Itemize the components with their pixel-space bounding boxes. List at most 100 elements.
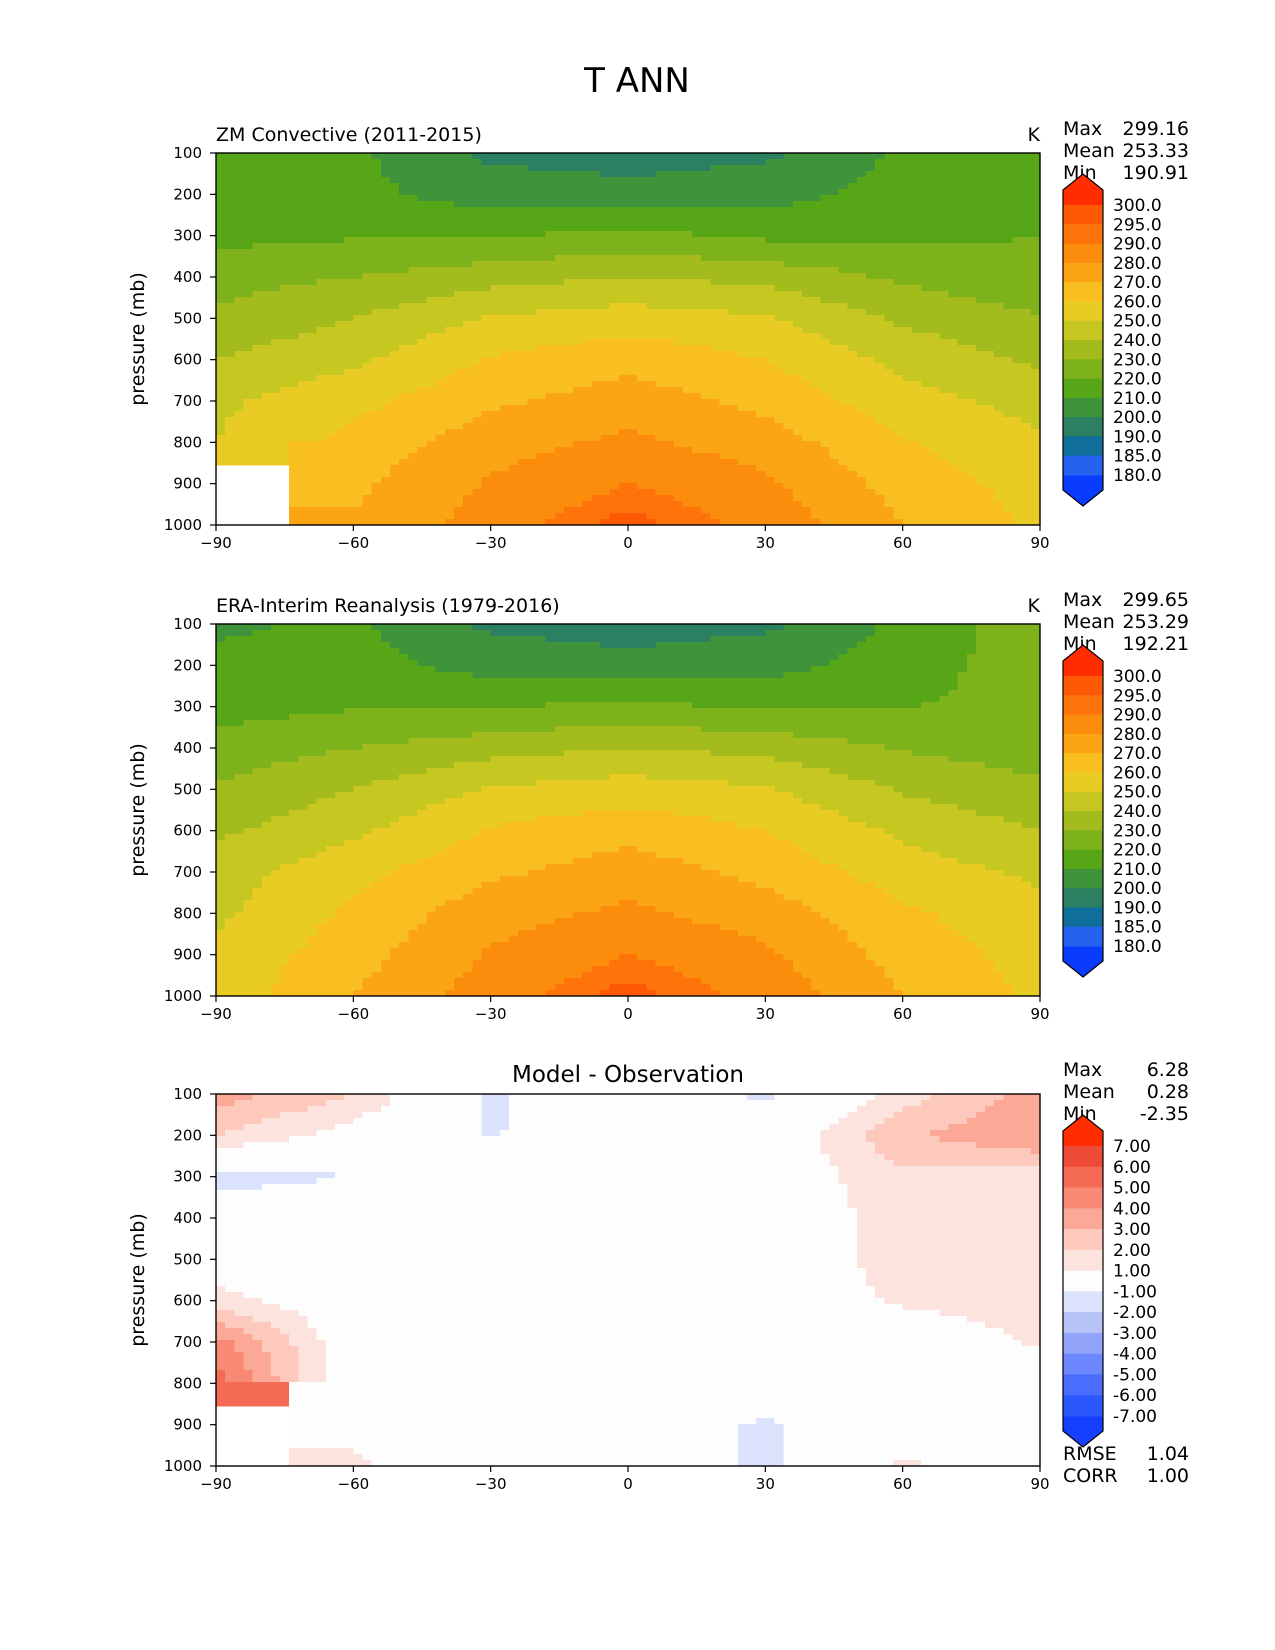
field-cell	[710, 201, 721, 208]
field-cell	[756, 309, 766, 316]
field-cell	[783, 273, 794, 280]
field-cell	[692, 441, 702, 448]
field-cell	[243, 435, 254, 442]
field-cell	[875, 237, 885, 244]
field-cell	[444, 309, 455, 316]
field-cell	[628, 339, 638, 346]
field-cell	[563, 375, 574, 382]
field-cell	[216, 315, 226, 322]
field-cell	[307, 153, 318, 160]
field-cell	[435, 309, 446, 316]
field-cell	[399, 213, 409, 220]
field-cell	[307, 387, 318, 394]
field-cell	[234, 339, 245, 346]
field-cell	[655, 417, 666, 424]
field-cell	[756, 153, 766, 160]
field-cell	[463, 411, 473, 418]
field-cell	[335, 345, 345, 352]
field-cell	[408, 231, 419, 238]
field-cell	[435, 369, 446, 376]
field-cell	[335, 351, 345, 358]
field-cell	[307, 201, 318, 208]
field-cell	[472, 363, 483, 370]
field-cell	[847, 189, 858, 196]
field-cell	[939, 345, 950, 352]
field-cell	[737, 237, 748, 244]
field-cell	[856, 237, 867, 244]
field-cell	[829, 231, 840, 238]
field-cell	[930, 213, 940, 220]
field-cell	[591, 471, 602, 478]
field-cell	[225, 327, 235, 334]
field-cell	[563, 285, 574, 292]
field-cell	[573, 243, 583, 250]
field-cell	[646, 189, 657, 196]
field-cell	[1003, 315, 1014, 322]
field-cell	[673, 255, 684, 262]
field-cell	[1003, 165, 1014, 172]
field-cell	[399, 201, 409, 208]
field-cell	[783, 459, 794, 466]
field-cell	[884, 477, 895, 484]
field-cell	[435, 237, 446, 244]
field-cell	[527, 231, 538, 238]
field-cell	[737, 441, 748, 448]
field-cell	[838, 285, 849, 292]
field-cell	[893, 345, 904, 352]
field-cell	[408, 453, 419, 460]
field-cell	[1003, 435, 1014, 442]
field-cell	[454, 357, 464, 364]
field-cell	[948, 249, 959, 256]
field-cell	[673, 195, 684, 202]
field-cell	[811, 237, 821, 244]
field-cell	[609, 453, 620, 460]
field-cell	[527, 369, 538, 376]
field-cell	[628, 249, 638, 256]
field-cell	[280, 339, 290, 346]
field-cell	[426, 333, 437, 340]
field-cell	[985, 381, 995, 388]
field-cell	[628, 327, 638, 334]
field-cell	[417, 465, 428, 472]
field-cell	[225, 441, 235, 448]
field-cell	[261, 423, 272, 430]
field-cell	[252, 333, 263, 340]
field-cell	[353, 441, 364, 448]
field-cell	[875, 285, 885, 292]
field-cell	[728, 165, 739, 172]
field-cell	[646, 399, 657, 406]
field-cell	[1021, 177, 1032, 184]
field-cell	[994, 213, 1004, 220]
field-cell	[243, 297, 254, 304]
field-cell	[573, 387, 583, 394]
field-cell	[270, 249, 281, 256]
field-cell	[243, 153, 254, 160]
field-cell	[875, 387, 885, 394]
field-cell	[362, 309, 373, 316]
field-cell	[737, 195, 748, 202]
field-cell	[811, 423, 821, 430]
field-cell	[518, 405, 528, 412]
field-cell	[673, 201, 684, 208]
field-cell	[829, 261, 840, 268]
field-cell	[216, 285, 226, 292]
field-cell	[573, 255, 583, 262]
field-cell	[344, 183, 354, 190]
field-cell	[289, 453, 299, 460]
field-cell	[252, 369, 263, 376]
field-cell	[417, 225, 428, 232]
field-cell	[408, 381, 419, 388]
field-cell	[307, 237, 318, 244]
field-cell	[582, 351, 592, 358]
field-cell	[362, 381, 373, 388]
field-cell	[774, 465, 785, 472]
field-cell	[444, 405, 455, 412]
field-cell	[902, 387, 913, 394]
field-cell	[499, 333, 510, 340]
field-cell	[856, 279, 867, 286]
field-cell	[536, 225, 547, 232]
field-cell	[335, 183, 345, 190]
field-cell	[389, 441, 400, 448]
field-cell	[765, 327, 776, 334]
field-cell	[454, 387, 464, 394]
